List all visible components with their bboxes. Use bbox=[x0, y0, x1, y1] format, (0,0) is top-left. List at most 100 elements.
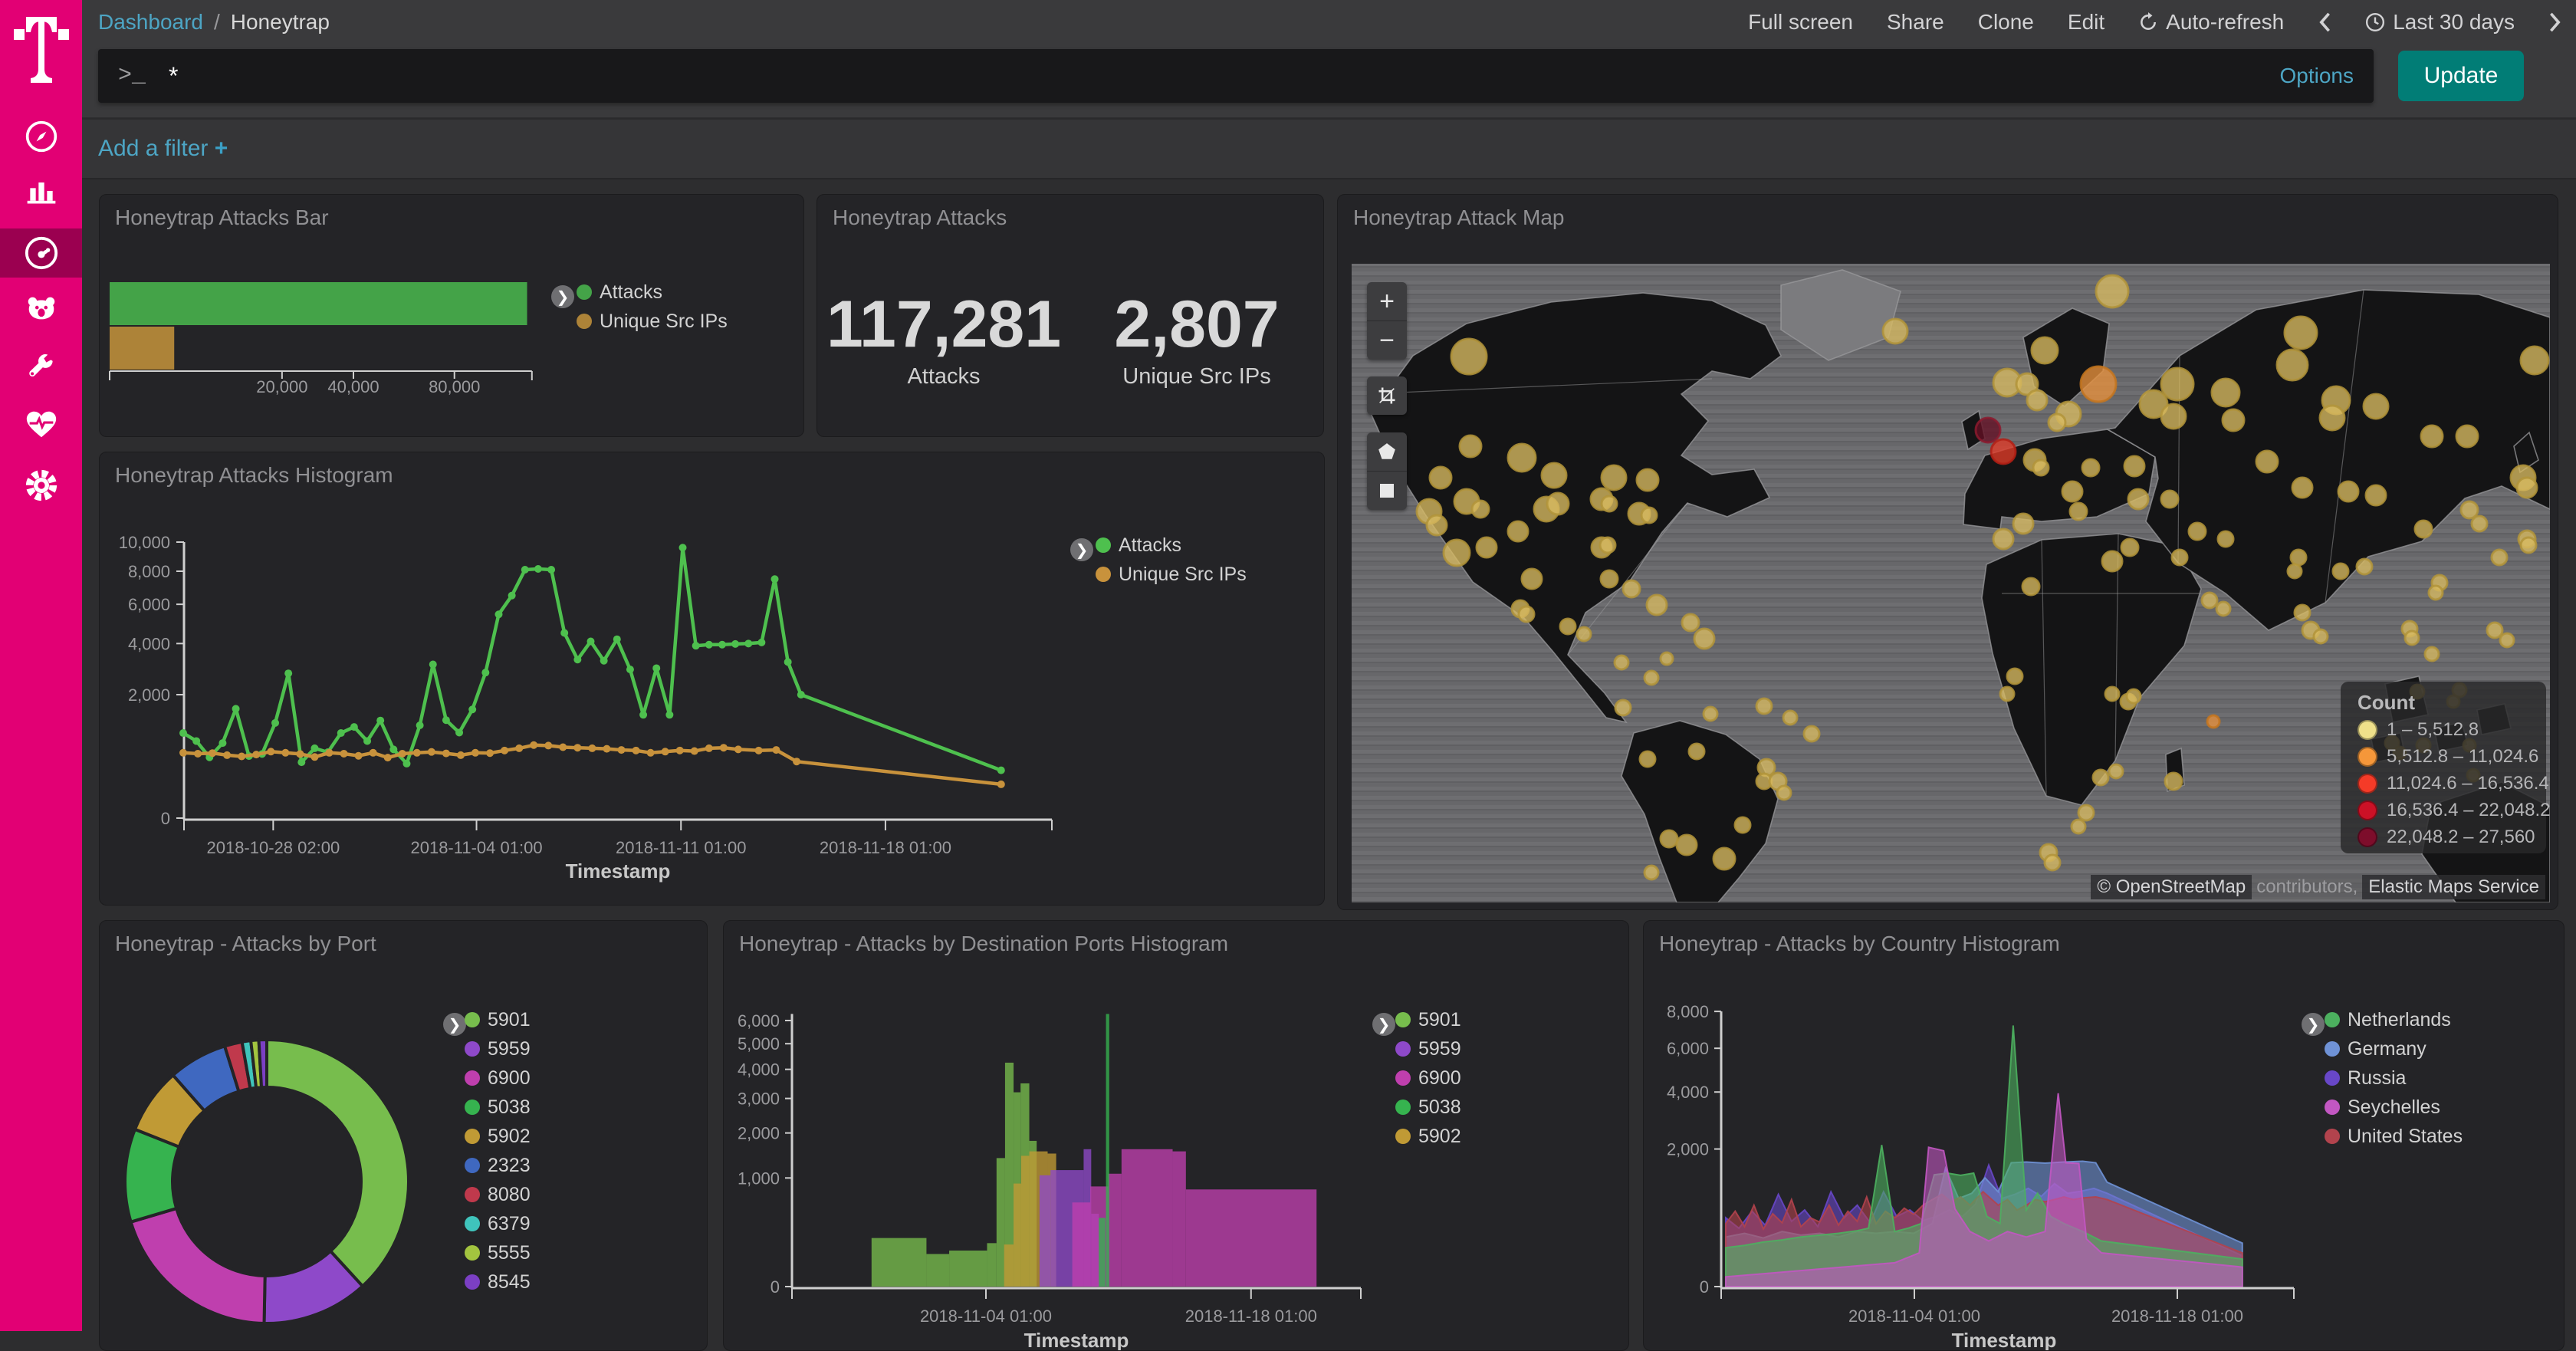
legend-item-unique-src-ips[interactable]: Unique Src IPs bbox=[1096, 560, 1247, 589]
legend-item-netherlands[interactable]: Netherlands bbox=[2325, 1005, 2463, 1034]
legend-item-unique-src-ips[interactable]: Unique Src IPs bbox=[577, 307, 728, 336]
legend-item-port-2323[interactable]: 2323 bbox=[465, 1151, 531, 1180]
breadcrumb-dashboard-link[interactable]: Dashboard bbox=[98, 10, 203, 34]
panel-title: Honeytrap Attacks bbox=[833, 205, 1007, 229]
svg-text:Timestamp: Timestamp bbox=[566, 860, 671, 883]
map-legend-row: 16,536.4 – 22,048.2 bbox=[2358, 797, 2550, 823]
panel-title: Honeytrap - Attacks by Country Histogram bbox=[1659, 932, 2060, 955]
telekom-logo[interactable] bbox=[0, 17, 82, 83]
rectangle-draw-icon[interactable] bbox=[1367, 471, 1407, 510]
legend-label: 5555 bbox=[488, 1241, 531, 1264]
attacks-bar-legend: Attacks Unique Src IPs bbox=[577, 278, 728, 336]
add-filter-link[interactable]: Add a filter + bbox=[98, 136, 228, 161]
legend-item-port-5555[interactable]: 5555 bbox=[465, 1238, 531, 1267]
legend-label: Attacks bbox=[1119, 534, 1181, 556]
svg-text:2018-11-18 01:00: 2018-11-18 01:00 bbox=[1185, 1307, 1317, 1326]
heart-pulse-icon bbox=[26, 411, 56, 438]
legend-dot-icon bbox=[465, 1187, 480, 1202]
osm-link[interactable]: © OpenStreetMap bbox=[2091, 875, 2252, 899]
svg-text:2018-11-04 01:00: 2018-11-04 01:00 bbox=[920, 1307, 1052, 1326]
legend-range-label: 5,512.8 – 11,024.6 bbox=[2387, 746, 2539, 767]
time-range-picker[interactable]: Last 30 days bbox=[2365, 10, 2515, 35]
panel-attacks-histogram: Honeytrap Attacks Histogram 0 2,000 4,000 6… bbox=[99, 452, 1325, 906]
legend-dot-icon bbox=[1395, 1012, 1411, 1027]
sidebar-item-management[interactable] bbox=[0, 461, 82, 510]
legend-item-port-8080[interactable]: 8080 bbox=[465, 1180, 531, 1209]
legend-label: 8080 bbox=[488, 1183, 531, 1205]
metric-attacks: 117,281 Attacks bbox=[817, 287, 1070, 390]
sidebar-item-visualize[interactable] bbox=[0, 166, 82, 215]
share-button[interactable]: Share bbox=[1887, 10, 1944, 34]
legend-item-seychelles[interactable]: Seychelles bbox=[2325, 1093, 2463, 1122]
elastic-maps-link[interactable]: Elastic Maps Service bbox=[2362, 875, 2545, 899]
query-bar[interactable]: >_ * Options bbox=[98, 49, 2374, 103]
legend-toggle-icon[interactable]: ❯ bbox=[2302, 1013, 2325, 1036]
legend-item-port-5901[interactable]: 5901 bbox=[465, 1005, 531, 1034]
legend-item-attacks[interactable]: Attacks bbox=[1096, 531, 1247, 560]
auto-refresh-button[interactable]: Auto-refresh bbox=[2138, 10, 2284, 35]
svg-text:20,000: 20,000 bbox=[256, 377, 307, 396]
query-options-link[interactable]: Options bbox=[2279, 64, 2354, 87]
legend-item-port-6900[interactable]: 6900 bbox=[1395, 1063, 1461, 1093]
sidebar-item-timelion[interactable] bbox=[0, 284, 82, 334]
legend-label: Germany bbox=[2348, 1037, 2426, 1060]
panel-country-histogram: Honeytrap - Attacks by Country Histogram… bbox=[1643, 920, 2564, 1351]
legend-item-port-6900[interactable]: 6900 bbox=[465, 1063, 531, 1093]
full-screen-button[interactable]: Full screen bbox=[1748, 10, 1853, 34]
legend-dot-icon bbox=[2325, 1012, 2340, 1027]
legend-item-port-5902[interactable]: 5902 bbox=[465, 1122, 531, 1151]
wrench-icon bbox=[28, 354, 53, 377]
polygon-draw-icon[interactable] bbox=[1367, 432, 1407, 471]
legend-label: 2323 bbox=[488, 1154, 531, 1176]
crop-icon[interactable] bbox=[1367, 376, 1407, 415]
breadcrumb: Dashboard / Honeytrap bbox=[98, 10, 330, 35]
world-map bbox=[1370, 269, 2550, 902]
query-input[interactable]: * bbox=[169, 61, 179, 90]
topbar-menu: Full screen Share Clone Edit Auto-refresh bbox=[1748, 10, 2576, 35]
legend-dot-icon bbox=[465, 1100, 480, 1115]
legend-item-port-5038[interactable]: 5038 bbox=[465, 1093, 531, 1122]
clone-button[interactable]: Clone bbox=[1977, 10, 2034, 34]
zoom-in-button[interactable]: + bbox=[1379, 286, 1395, 316]
sidebar-item-dashboard[interactable] bbox=[0, 228, 82, 278]
legend-item-port-5959[interactable]: 5959 bbox=[465, 1034, 531, 1063]
legend-dot-icon bbox=[1096, 537, 1111, 553]
svg-text:4,000: 4,000 bbox=[738, 1060, 780, 1080]
zoom-out-button[interactable]: − bbox=[1367, 320, 1407, 360]
legend-toggle-icon[interactable]: ❯ bbox=[443, 1013, 466, 1036]
sidebar-item-monitoring[interactable] bbox=[0, 399, 82, 449]
legend-item-port-5902[interactable]: 5902 bbox=[1395, 1122, 1461, 1151]
time-prev-button[interactable] bbox=[2318, 12, 2331, 33]
svg-text:3,000: 3,000 bbox=[738, 1090, 780, 1109]
edit-button[interactable]: Edit bbox=[2067, 10, 2105, 34]
sidebar-item-discover[interactable] bbox=[0, 112, 82, 161]
sidebar-item-dev-tools[interactable] bbox=[0, 344, 82, 393]
legend-dot-icon bbox=[2358, 774, 2377, 794]
legend-item-united-states[interactable]: United States bbox=[2325, 1122, 2463, 1151]
legend-label: 5038 bbox=[488, 1096, 531, 1118]
legend-item-port-5959[interactable]: 5959 bbox=[1395, 1034, 1461, 1063]
update-button[interactable]: Update bbox=[2398, 51, 2524, 101]
legend-toggle-icon[interactable]: ❯ bbox=[1070, 538, 1093, 561]
attack-map[interactable]: + − Count 1 – 5,512.8 5,512.8 – 11,024.6 1… bbox=[1352, 264, 2550, 902]
legend-item-port-6379[interactable]: 6379 bbox=[465, 1209, 531, 1238]
legend-item-port-8545[interactable]: 8545 bbox=[465, 1267, 531, 1297]
country-chart: 0 2,000 4,000 6,000 8,000 2018-11-04 01:00 201… bbox=[1667, 1002, 2295, 1350]
legend-toggle-icon[interactable]: ❯ bbox=[551, 285, 574, 308]
panel-attacks-by-port: Honeytrap - Attacks by Port ❯ 5901 5959 69… bbox=[99, 920, 708, 1351]
legend-item-port-5901[interactable]: 5901 bbox=[1395, 1005, 1461, 1034]
legend-item-russia[interactable]: Russia bbox=[2325, 1063, 2463, 1093]
legend-item-port-5038[interactable]: 5038 bbox=[1395, 1093, 1461, 1122]
panel-dest-ports-histogram: Honeytrap - Attacks by Destination Ports… bbox=[723, 920, 1629, 1351]
attacks-bar-chart: 20,000 40,000 80,000 bbox=[109, 282, 533, 396]
legend-toggle-icon[interactable]: ❯ bbox=[1372, 1013, 1395, 1036]
time-next-button[interactable] bbox=[2548, 12, 2562, 33]
legend-item-germany[interactable]: Germany bbox=[2325, 1034, 2463, 1063]
legend-range-label: 16,536.4 – 22,048.2 bbox=[2387, 800, 2550, 820]
legend-dot-icon bbox=[2325, 1129, 2340, 1144]
app-sidebar bbox=[0, 0, 82, 1331]
breadcrumb-current: Honeytrap bbox=[230, 10, 330, 34]
metric-values: 117,281 Attacks 2,807 Unique Src IPs bbox=[817, 287, 1323, 390]
legend-item-attacks[interactable]: Attacks bbox=[577, 278, 728, 307]
legend-label: Seychelles bbox=[2348, 1096, 2440, 1118]
